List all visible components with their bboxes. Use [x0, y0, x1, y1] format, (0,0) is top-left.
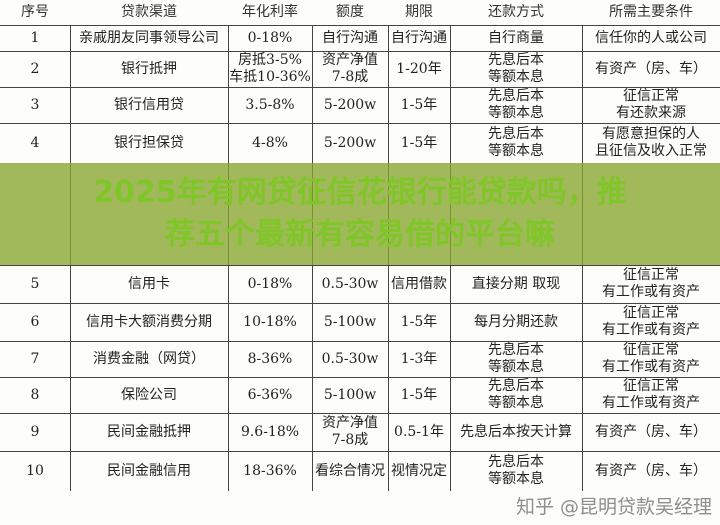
title-banner: 2025年有网贷征信花银行能贷款吗，推 荐五个最新有容易借的平台嘛: [0, 163, 720, 265]
row-divider: [0, 413, 720, 414]
table-cell: 资产净值 7-8成: [322, 415, 378, 448]
table-cell: 7: [30, 350, 40, 367]
table-cell: 银行信用贷: [114, 96, 184, 113]
table-cell: 征信正常 有工作或有资产: [602, 378, 700, 411]
column-header: 所需主要条件: [609, 4, 693, 20]
table-cell: 房抵3-5% 车抵10-36%: [229, 52, 311, 85]
table-cell: 6-36%: [247, 386, 293, 403]
table-cell: 0-18%: [247, 29, 293, 46]
table-cell: 0.5-1年: [394, 423, 444, 440]
table-cell: 征信正常 有工作或有资产: [602, 342, 700, 375]
table-cell: 10: [26, 462, 44, 479]
table-cell: 先息后本 等额本息: [488, 126, 544, 159]
table-cell: 先息后本 等额本息: [488, 342, 544, 375]
table-cell: 1-5年: [400, 313, 438, 330]
table-cell: 民间金融抵押: [107, 423, 191, 440]
table-cell: 9.6-18%: [240, 423, 300, 440]
table-cell: 自行沟通: [322, 29, 378, 46]
column-header: 额度: [336, 4, 364, 20]
table-cell: 9: [30, 423, 40, 440]
column-header: 贷款渠道: [121, 4, 177, 20]
table-cell: 有资产（房、车）: [595, 462, 707, 479]
table-cell: 8: [30, 386, 40, 403]
table-cell: 先息后本按天计算: [460, 423, 572, 440]
column-header: 序号: [21, 4, 49, 20]
table-cell: 4-8%: [252, 134, 288, 151]
table-cell: 0-18%: [247, 275, 293, 292]
loan-channel-table: 序号 贷款渠道 年化利率 额度 期限 还款方式 所需主要条件 1 亲戚朋友同事领导公司 0-18%…: [0, 4, 720, 491]
table-cell: 直接分期 取现: [471, 275, 561, 292]
table-cell: 征信正常 有工作或有资产: [602, 267, 700, 300]
table-cell: 3: [30, 96, 40, 113]
table-cell: 资产净值 7-8成: [322, 52, 378, 85]
table-cell: 银行担保贷: [114, 134, 184, 151]
table-cell: 亲戚朋友同事领导公司: [79, 29, 219, 46]
row-divider: [0, 51, 720, 52]
table-cell: 1: [30, 29, 40, 46]
table-cell: 4: [30, 134, 40, 151]
table-cell: 自行沟通: [391, 29, 447, 46]
table-cell: 银行抵押: [121, 60, 177, 77]
table-cell: 先息后本 等额本息: [488, 52, 544, 85]
row-divider: [0, 123, 720, 124]
table-cell: 3.5-8%: [245, 96, 295, 113]
table-cell: 0.5-30w: [321, 275, 379, 292]
table-cell: 1-5年: [400, 96, 438, 113]
table-cell: 5-200w: [323, 134, 377, 151]
title-line-2: 荐五个最新有容易借的平台嘛: [165, 217, 555, 252]
table-cell: 10-18%: [243, 313, 297, 330]
column-header: 期限: [405, 4, 433, 20]
row-divider: [0, 265, 720, 266]
table-cell: 5-100w: [323, 386, 377, 403]
table-cell: 8-36%: [247, 350, 293, 367]
table-cell: 1-5年: [400, 134, 438, 151]
column-header: 还款方式: [488, 4, 544, 20]
table-cell: 视情况定: [391, 462, 447, 479]
table-cell: 信用卡: [128, 275, 170, 292]
table-cell: 1-3年: [400, 350, 438, 367]
table-cell: 每月分期还款: [474, 313, 558, 330]
table-cell: 信用借款: [391, 275, 447, 292]
table-cell: 5-100w: [323, 313, 377, 330]
row-divider: [0, 25, 720, 26]
table-cell: 先息后本 等额本息: [488, 454, 544, 487]
table-cell: 18-36%: [243, 462, 297, 479]
table-cell: 1-20年: [396, 60, 442, 77]
table-cell: 有资产（房、车）: [595, 423, 707, 440]
row-divider: [0, 451, 720, 452]
table-cell: 有愿意担保的人 且征信及收入正常: [595, 126, 707, 159]
table-cell: 5-200w: [323, 96, 377, 113]
table-cell: 看综合情况: [315, 462, 385, 479]
table-cell: 1-5年: [400, 386, 438, 403]
table-cell: 有资产（房、车）: [595, 60, 707, 77]
column-header: 年化利率: [242, 4, 298, 20]
table-cell: 2: [30, 60, 40, 77]
table-cell: 先息后本 等额本息: [488, 378, 544, 411]
table-cell: 征信正常 有工作或有资产: [602, 305, 700, 338]
table-cell: 消费金融（网贷）: [93, 350, 205, 367]
table-cell: 信任你的人或公司: [595, 29, 707, 46]
table-cell: 自行商量: [488, 29, 544, 46]
table-cell: 征信正常 有还款来源: [616, 88, 686, 121]
table-cell: 先息后本 等额本息: [488, 88, 544, 121]
table-cell: 0.5-30w: [321, 350, 379, 367]
row-divider: [0, 87, 720, 88]
row-divider: [0, 303, 720, 304]
row-divider: [0, 377, 720, 378]
watermark: 知乎 @昆明贷款吴经理: [515, 496, 712, 518]
title-line-1: 2025年有网贷征信花银行能贷款吗，推: [93, 175, 627, 210]
table-cell: 信用卡大额消费分期: [86, 313, 212, 330]
table-cell: 6: [30, 313, 40, 330]
row-divider: [0, 341, 720, 342]
table-cell: 保险公司: [121, 386, 177, 403]
table-cell: 5: [30, 275, 40, 292]
table-cell: 民间金融信用: [107, 462, 191, 479]
